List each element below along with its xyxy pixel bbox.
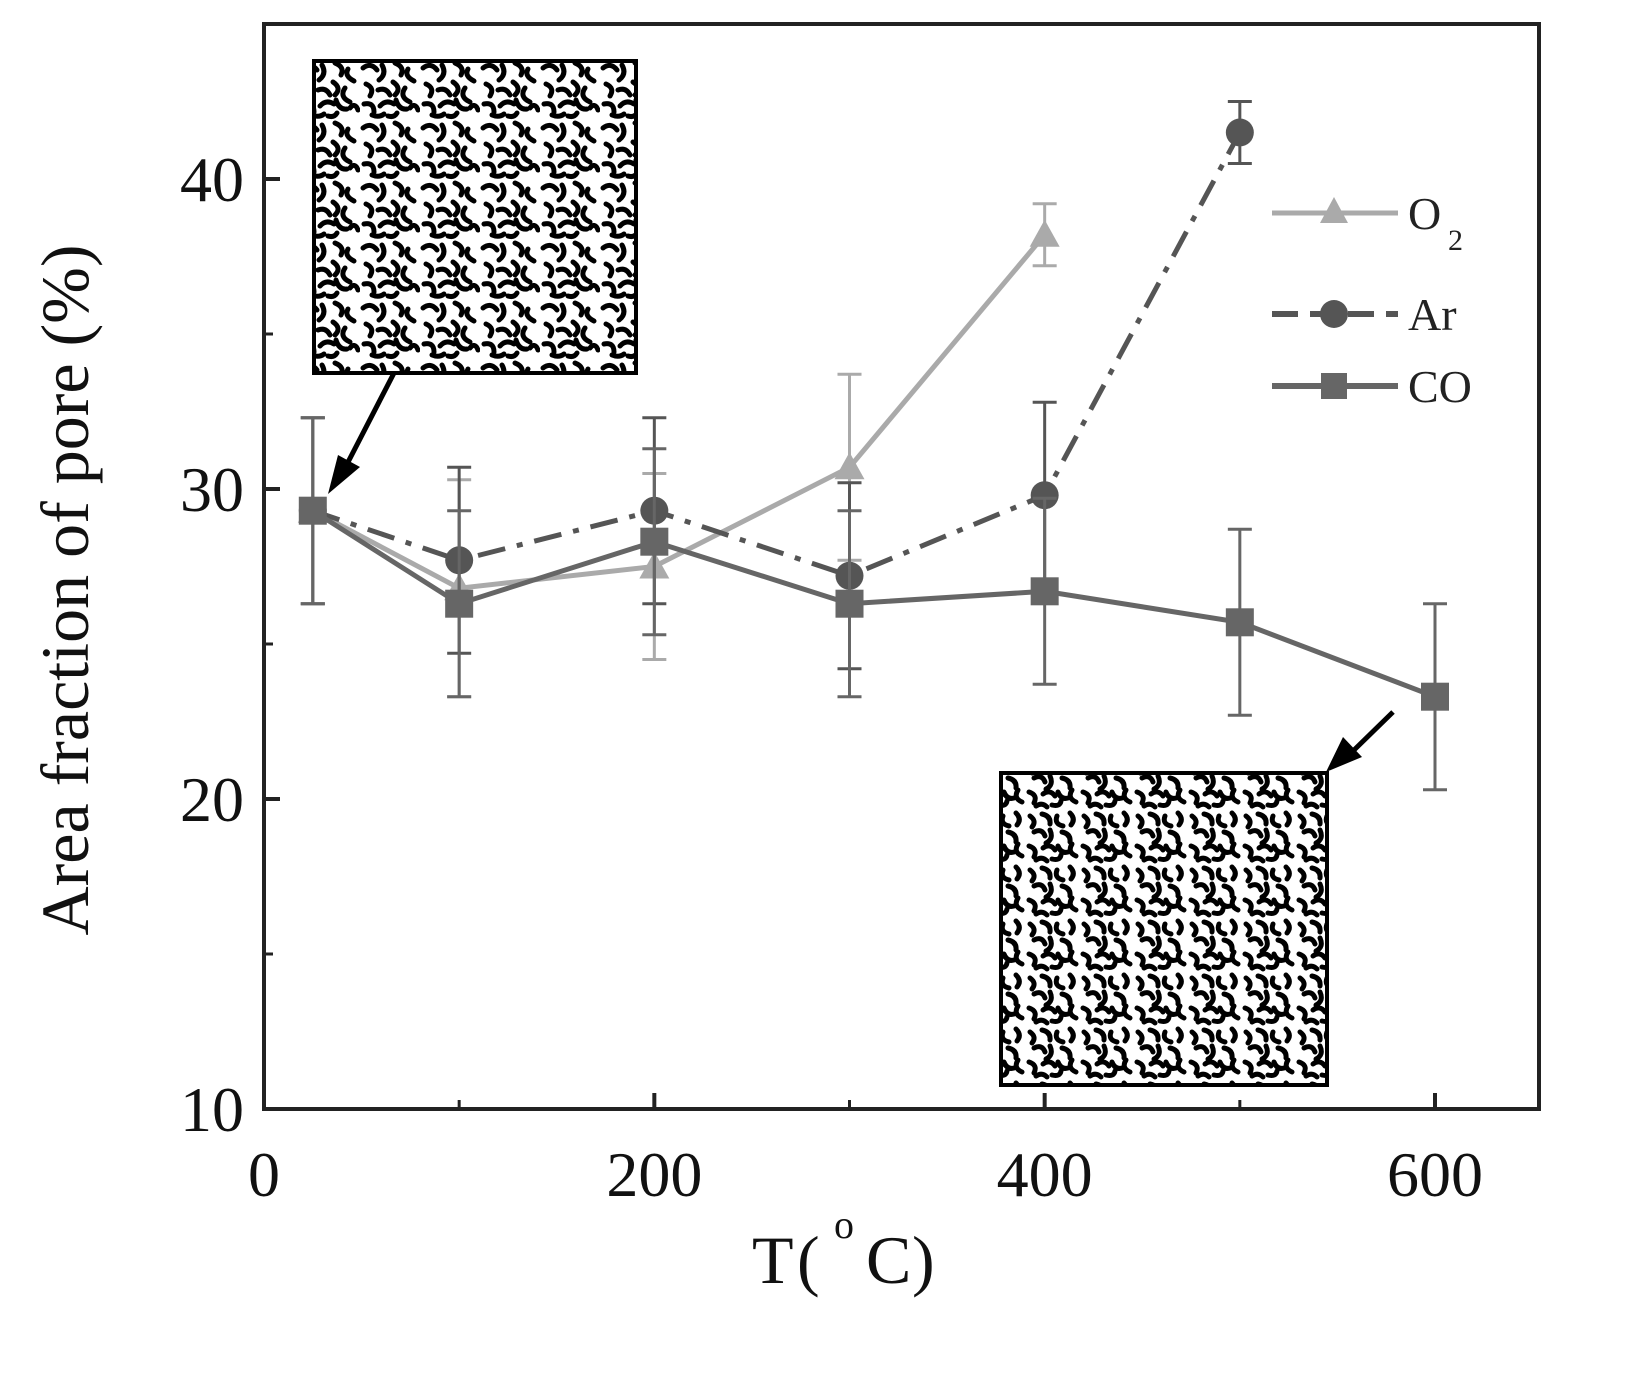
legend-square-marker [1321, 373, 1347, 399]
x-axis-title-degree: o [834, 1202, 854, 1247]
legend-label-o2-subscript: 2 [1448, 224, 1463, 257]
data-point [1225, 118, 1254, 147]
series-layer [297, 100, 1449, 792]
svg-text:): ) [912, 1222, 935, 1298]
x-axis-title: T ( o C ) [752, 1202, 935, 1298]
y-tick-label: 30 [180, 454, 244, 525]
data-point [298, 496, 327, 525]
data-point [1030, 481, 1059, 510]
legend-item-o2: O 2 [1272, 188, 1463, 257]
y-axis-title: Area fraction of pore (%) [27, 245, 103, 936]
y-tick-label: 20 [180, 764, 244, 835]
legend-circle-marker [1320, 300, 1348, 328]
tick-labels: 0 200 400 600 10 20 30 40 [180, 144, 1483, 1210]
x-tick-label: 600 [1387, 1139, 1483, 1210]
x-tick-label: 200 [606, 1139, 702, 1210]
series-line [311, 131, 1243, 579]
x-tick-label: 400 [997, 1139, 1093, 1210]
data-point [835, 589, 864, 618]
data-point [1421, 682, 1449, 711]
legend-label-ar: Ar [1408, 289, 1457, 340]
data-point [1225, 608, 1254, 637]
svg-text:(: ( [797, 1222, 820, 1298]
legend-item-ar: Ar [1272, 289, 1457, 340]
data-point [1030, 577, 1059, 606]
inset-micrograph-bottom-right [999, 771, 1329, 1087]
y-tick-label: 40 [180, 144, 244, 215]
legend-label-o2: O [1408, 188, 1441, 239]
data-point [1029, 219, 1060, 247]
legend-label-co: CO [1408, 361, 1472, 412]
data-point [445, 589, 474, 618]
data-point [640, 527, 669, 556]
x-axis-title-symbol: T [752, 1222, 794, 1298]
y-tick-label: 10 [180, 1074, 244, 1145]
data-point [834, 452, 865, 480]
legend-item-co: CO [1272, 361, 1472, 412]
x-axis-title-unit: C [866, 1222, 911, 1298]
plot-area-frame [262, 22, 1541, 1111]
legend: O 2 Ar CO [1272, 188, 1472, 412]
legend-triangle-marker [1320, 197, 1348, 223]
series-co [298, 416, 1449, 792]
inset-micrograph-top-left [312, 59, 638, 375]
axis-ticks [262, 177, 1437, 1111]
series-line [311, 508, 1436, 700]
inset-arrow-top [328, 371, 397, 494]
x-tick-label: 0 [248, 1139, 280, 1210]
inset-arrow-bottom [1326, 710, 1395, 772]
